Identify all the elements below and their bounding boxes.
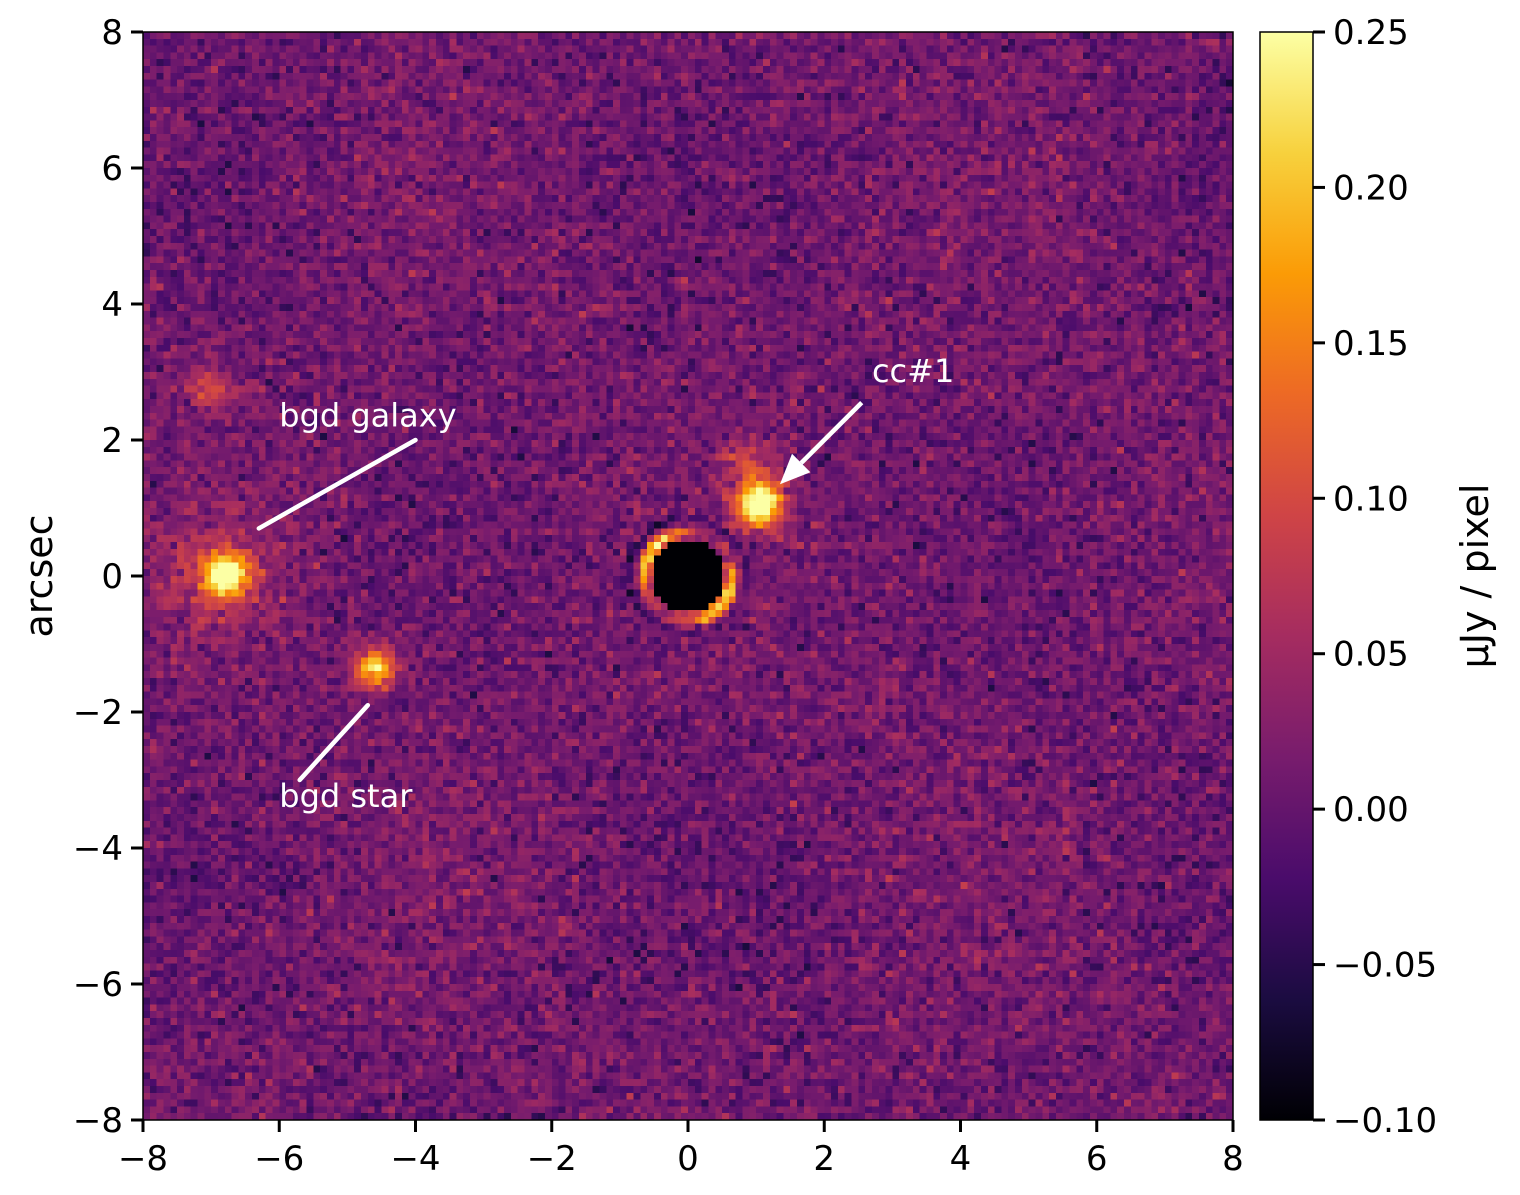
y-tick-label: 8 xyxy=(101,13,123,53)
y-tick-label: 2 xyxy=(101,421,123,461)
colorbar-ticks: −0.10 −0.05 0.00 0.05 0.10 0.15 0.20 0.25 xyxy=(1313,13,1437,1141)
annotation-layer: bgd galaxy bgd star cc#1 xyxy=(256,352,954,815)
colorbar-tick-label: 0.25 xyxy=(1333,13,1409,53)
colorbar: −0.10 −0.05 0.00 0.05 0.10 0.15 0.20 0.25 μJy /… xyxy=(1259,13,1497,1141)
annotation-label: bgd galaxy xyxy=(279,396,456,434)
annotation-line xyxy=(297,702,371,783)
x-tick-label: 4 xyxy=(950,1139,972,1179)
x-axis-label: arcsec xyxy=(626,1187,749,1195)
y-tick-label: −2 xyxy=(73,693,123,733)
annotation-label: cc#1 xyxy=(872,352,954,390)
colorbar-tick-label: −0.10 xyxy=(1333,1101,1437,1141)
heatmap-image xyxy=(143,32,1233,1120)
annotation-line xyxy=(256,437,418,531)
colorbar-tick-label: 0.05 xyxy=(1333,635,1409,675)
x-axis: −8 −6 −4 −2 0 2 4 6 8 xyxy=(118,1120,1244,1179)
colorbar-tick-label: 0.20 xyxy=(1333,168,1409,208)
x-tick-label: 8 xyxy=(1222,1139,1244,1179)
y-tick-label: −4 xyxy=(73,829,123,869)
y-tick-label: 6 xyxy=(101,149,123,189)
colorbar-tick-label: 0.10 xyxy=(1333,479,1409,519)
annotation-label: bgd star xyxy=(279,777,413,815)
annotation-arrow-head xyxy=(779,453,811,485)
x-tick-label: −4 xyxy=(390,1139,440,1179)
x-tick-label: 0 xyxy=(677,1139,699,1179)
x-tick-label: −8 xyxy=(118,1139,168,1179)
plot-area: bgd galaxy bgd star cc#1 xyxy=(142,31,1234,1121)
x-tick-label: 6 xyxy=(1086,1139,1108,1179)
annotation-arrow-shaft xyxy=(799,401,864,465)
y-tick-label: 0 xyxy=(101,557,123,597)
colorbar-tick-label: 0.15 xyxy=(1333,324,1409,364)
colorbar-tick-label: −0.05 xyxy=(1333,946,1437,986)
y-tick-label: 4 xyxy=(101,285,123,325)
x-tick-label: 2 xyxy=(813,1139,835,1179)
y-axis-label: arcsec xyxy=(17,514,61,637)
y-tick-label: −8 xyxy=(73,1101,123,1141)
y-axis: −8 −6 −4 −2 0 2 4 6 8 xyxy=(73,13,143,1141)
colorbar-label: μJy / pixel xyxy=(1453,484,1497,669)
colorbar-tick-label: 0.00 xyxy=(1333,790,1409,830)
colorbar-gradient xyxy=(1259,31,1314,1121)
y-tick-label: −6 xyxy=(73,965,123,1005)
x-tick-label: −2 xyxy=(527,1139,577,1179)
x-tick-label: −6 xyxy=(254,1139,304,1179)
